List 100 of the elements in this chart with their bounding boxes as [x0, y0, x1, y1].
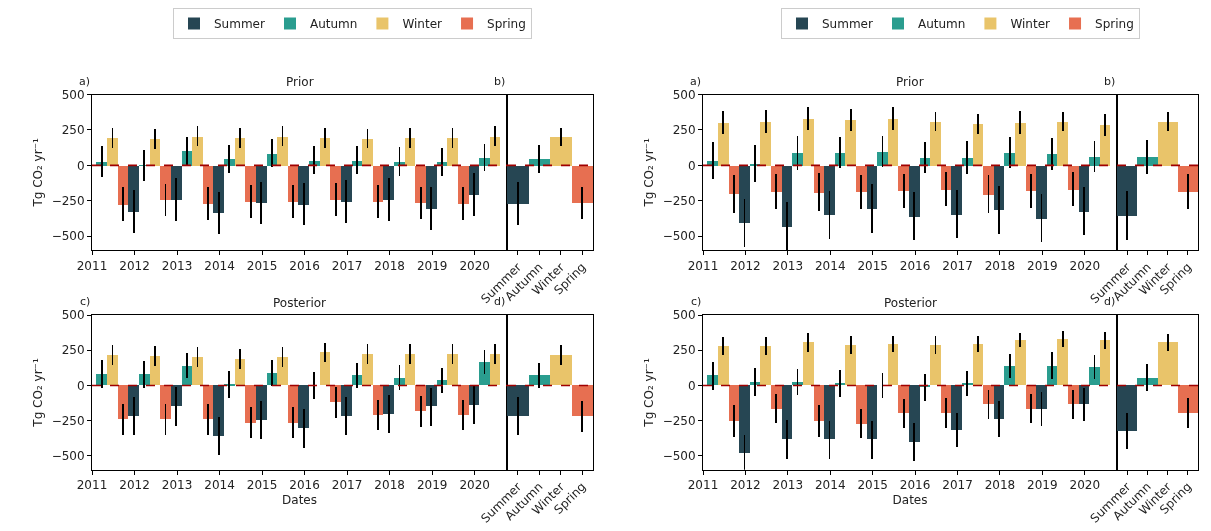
x-tick-label: 2015 [857, 258, 888, 273]
x-tick-label: 2013 [772, 258, 804, 273]
legend-label: Winter [402, 17, 443, 32]
x-tick-label: 2019 [416, 258, 448, 273]
x-tick-label: 2015 [246, 478, 278, 493]
bar [739, 165, 750, 223]
y-tick-label: −500 [51, 448, 85, 463]
y-tick-label: 250 [61, 123, 85, 138]
y-tick-label: 250 [61, 343, 85, 358]
y-tick-label: 500 [61, 87, 85, 102]
bar [718, 346, 729, 386]
x-tick-label: 2014 [204, 478, 235, 493]
bar [447, 137, 458, 166]
x-tick-label: 2016 [899, 258, 931, 273]
bar [983, 385, 994, 405]
x-tick-label: 2017 [331, 478, 363, 493]
text: c) [80, 295, 91, 308]
x-tick-label: 2011 [76, 258, 108, 273]
bar [782, 385, 792, 440]
bar [213, 165, 224, 213]
bar [150, 138, 160, 166]
bar [373, 165, 383, 202]
bar [1089, 367, 1100, 386]
bar [792, 382, 803, 386]
x-tick-label: 2011 [76, 478, 108, 493]
x-tick-label: 2018 [984, 478, 1016, 493]
bar [729, 385, 739, 422]
y-axis-title: Tg CO₂ yr⁻¹ [30, 138, 45, 208]
bar [1036, 385, 1047, 410]
y-tick-label: −250 [662, 413, 696, 428]
bar [415, 165, 426, 203]
y-tick-label: −250 [51, 413, 85, 428]
bar [490, 136, 500, 166]
bar [330, 165, 341, 200]
y-tick-label: 250 [672, 343, 696, 358]
x-tick-label: 2012 [119, 478, 150, 493]
x-tick-label: 2016 [289, 258, 320, 273]
bar [803, 342, 814, 386]
x-tick-label: 2017 [942, 258, 973, 273]
chart-title: Posterior [273, 296, 327, 310]
x-tick-label: 2014 [204, 258, 235, 273]
x-tick-label: 2019 [1027, 478, 1058, 493]
x-tick-label: 2011 [687, 478, 719, 493]
bar [405, 354, 415, 386]
bar [888, 344, 898, 386]
legend-label: Autumn [309, 17, 358, 32]
bar [824, 165, 835, 215]
x-tick-label: 2018 [374, 258, 405, 273]
bar [803, 118, 814, 166]
y-tick-label: −250 [662, 193, 696, 208]
x-tick-label: 2018 [374, 478, 405, 493]
x-tick-label: 2013 [161, 478, 193, 493]
bar [973, 123, 983, 166]
bar [245, 165, 256, 202]
bar [760, 121, 771, 166]
y-tick-label: 250 [672, 123, 696, 138]
bar [298, 385, 309, 429]
bar [320, 137, 330, 166]
bar [888, 118, 898, 166]
text: a) [690, 75, 702, 88]
bar [909, 385, 920, 443]
bar [277, 136, 288, 166]
y-tick-label: 0 [687, 158, 696, 173]
chart-title: Prior [286, 75, 314, 89]
x-tick-label: 2015 [246, 258, 278, 273]
bar [951, 165, 962, 215]
bar [1100, 340, 1110, 386]
bar [867, 385, 877, 440]
bar [760, 346, 771, 386]
text: c) [691, 295, 702, 308]
legend-label: Autumn [917, 17, 966, 32]
x-tick-label: 2013 [772, 478, 804, 493]
y-tick-label: 500 [61, 308, 85, 323]
bar [1015, 340, 1026, 386]
bar [479, 362, 490, 386]
bar [128, 165, 139, 212]
bar [213, 385, 224, 437]
bar [107, 137, 118, 166]
x-tick-label: 2019 [1027, 258, 1058, 273]
bar [192, 136, 203, 166]
x-tick-label: 2012 [119, 258, 150, 273]
chart-title: Posterior [884, 296, 938, 310]
x-tick-label: 2014 [814, 478, 846, 493]
bar [845, 119, 856, 166]
y-axis-title: Tg CO₂ yr⁻¹ [30, 358, 45, 428]
text: b) [494, 75, 506, 88]
bar [192, 357, 203, 386]
x-axis-title: Dates [282, 493, 317, 508]
x-tick-label: 2013 [161, 258, 193, 273]
bar [288, 165, 298, 202]
y-axis-title: Tg CO₂ yr⁻¹ [641, 138, 656, 208]
y-tick-label: −500 [51, 229, 85, 244]
bar [245, 385, 256, 424]
bar [235, 359, 245, 386]
text: b) [1104, 75, 1116, 88]
x-tick-label: 2015 [857, 478, 888, 493]
y-tick-label: 0 [76, 378, 85, 393]
legend-label: Summer [214, 17, 265, 32]
bar [739, 385, 750, 454]
bar [973, 344, 983, 386]
